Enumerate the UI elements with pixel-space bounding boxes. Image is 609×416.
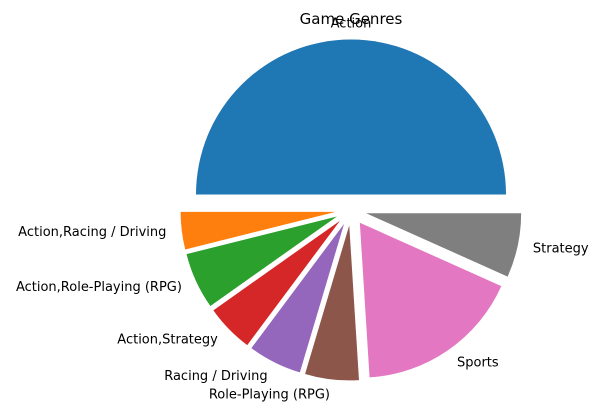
pie-slice-7	[366, 213, 522, 277]
pie-slices	[180, 39, 522, 381]
pie-slice-0	[196, 39, 506, 195]
pie-slice-1	[180, 211, 336, 250]
pie-slice-6	[359, 222, 502, 378]
pie-labels: Action Action,Racing / Driving Action,Role…	[16, 17, 589, 403]
slice-label-6: Sports	[457, 355, 499, 370]
chart-title: Game Genres	[300, 10, 403, 28]
slice-label-1: Action,Racing / Driving	[18, 225, 166, 240]
pie-slice-2	[186, 216, 337, 306]
slice-label-3: Action,Strategy	[117, 332, 218, 347]
slice-label-4: Racing / Driving	[164, 369, 267, 384]
pie-slice-4	[251, 223, 345, 373]
pie-slice-5	[305, 225, 359, 381]
pie-slice-3	[213, 220, 340, 346]
slice-label-7: Strategy	[533, 241, 589, 256]
slice-label-2: Action,Role-Playing (RPG)	[16, 280, 182, 295]
slice-label-0: Action	[331, 17, 372, 32]
slice-label-5: Role-Playing (RPG)	[209, 387, 330, 402]
